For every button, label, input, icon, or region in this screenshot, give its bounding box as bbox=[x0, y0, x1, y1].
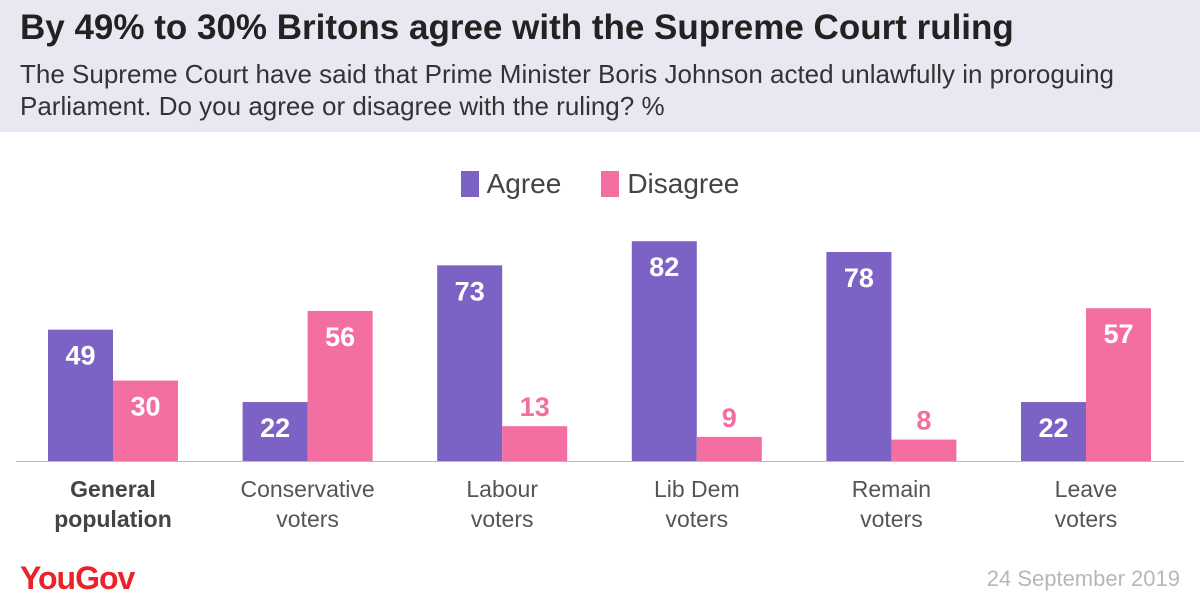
data-label-agree-2: 73 bbox=[455, 276, 485, 306]
bar-agree-1 bbox=[242, 402, 308, 461]
category-label-4-line-1: voters bbox=[860, 506, 923, 532]
legend-swatch-agree bbox=[460, 171, 479, 197]
category-label-2-line-0: Labour bbox=[466, 476, 538, 502]
header-band: By 49% to 30% Britons agree with the Sup… bbox=[0, 0, 1200, 132]
category-label-3-line-1: voters bbox=[665, 506, 728, 532]
legend-label-agree: Agree bbox=[486, 168, 562, 199]
category-label-3-line-0: Lib Dem bbox=[654, 476, 740, 502]
category-label-0-line-1: population bbox=[54, 506, 172, 532]
legend-swatch-disagree bbox=[601, 171, 620, 197]
category-label-0-line-0: General bbox=[70, 476, 156, 502]
chart-subtitle: The Supreme Court have said that Prime M… bbox=[20, 59, 1114, 121]
bar-disagree-2 bbox=[502, 426, 568, 461]
bar-agree-4 bbox=[826, 251, 892, 461]
data-label-agree-0: 49 bbox=[65, 341, 95, 371]
category-label-1-line-0: Conservative bbox=[240, 476, 374, 502]
data-label-disagree-3: 9 bbox=[722, 403, 737, 433]
category-label-5-line-0: Leave bbox=[1055, 476, 1118, 502]
category-label-1-line-1: voters bbox=[276, 506, 339, 532]
bar-agree-3 bbox=[631, 241, 697, 461]
bar-agree-5 bbox=[1021, 402, 1086, 461]
legend-item-disagree: Disagree bbox=[601, 168, 739, 200]
data-label-agree-1: 22 bbox=[260, 413, 290, 443]
yougov-logo: YouGov bbox=[20, 560, 135, 596]
data-label-agree-3: 82 bbox=[649, 252, 679, 282]
bar-disagree-0 bbox=[113, 380, 178, 461]
legend: Agree Disagree bbox=[0, 168, 1200, 200]
chart-title: By 49% to 30% Britons agree with the Sup… bbox=[20, 8, 1014, 47]
bar-disagree-5 bbox=[1086, 308, 1151, 461]
data-label-disagree-1: 56 bbox=[325, 322, 355, 352]
data-label-disagree-2: 13 bbox=[520, 392, 550, 422]
data-label-disagree-0: 30 bbox=[130, 392, 160, 422]
bar-disagree-4 bbox=[891, 439, 957, 461]
bar-disagree-3 bbox=[696, 436, 762, 461]
category-label-2-line-1: voters bbox=[471, 506, 534, 532]
bar-agree-2 bbox=[437, 265, 503, 461]
legend-label-disagree: Disagree bbox=[627, 168, 740, 199]
data-label-agree-5: 22 bbox=[1038, 413, 1068, 443]
data-label-disagree-4: 8 bbox=[916, 406, 931, 436]
bar-disagree-1 bbox=[307, 310, 373, 461]
publication-date: 24 September 2019 bbox=[986, 566, 1180, 591]
data-label-agree-4: 78 bbox=[844, 263, 874, 293]
category-label-5-line-1: voters bbox=[1055, 506, 1118, 532]
data-label-disagree-5: 57 bbox=[1103, 319, 1133, 349]
category-label-4-line-0: Remain bbox=[852, 476, 931, 502]
bar-agree-0 bbox=[48, 329, 113, 461]
legend-item-agree: Agree bbox=[460, 168, 562, 200]
